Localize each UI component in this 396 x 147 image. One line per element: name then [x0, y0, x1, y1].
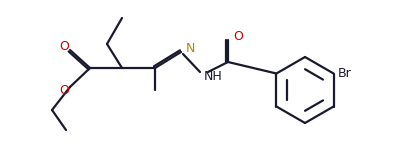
Text: O: O	[59, 40, 69, 52]
Text: O: O	[59, 83, 69, 96]
Text: Br: Br	[337, 67, 351, 80]
Text: N: N	[186, 41, 195, 55]
Text: NH: NH	[204, 70, 223, 82]
Text: O: O	[233, 30, 243, 42]
